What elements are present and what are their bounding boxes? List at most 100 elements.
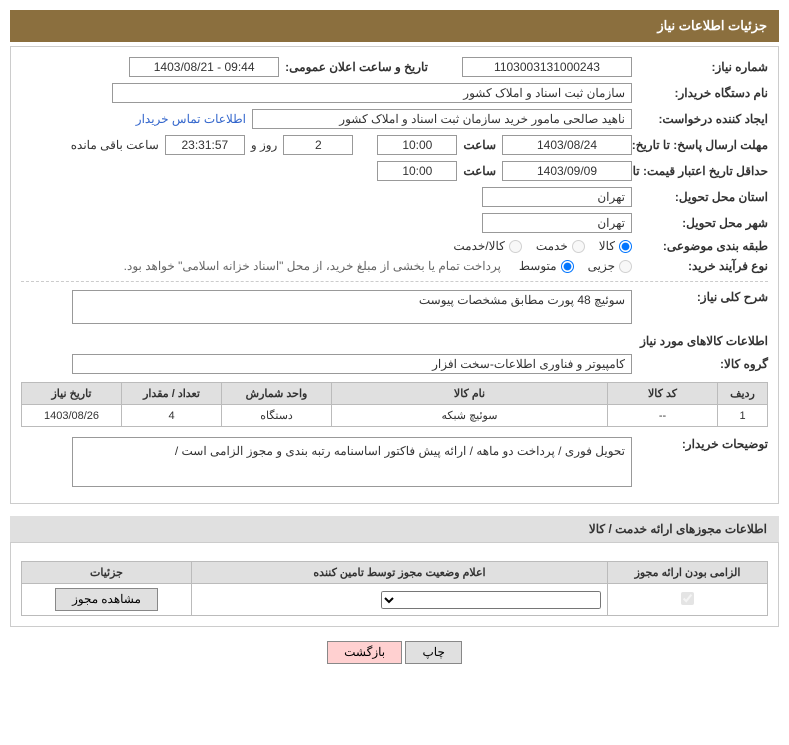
main-panel: شماره نیاز: 1103003131000243 تاریخ و ساع… [10,46,779,504]
th-name: نام کالا [332,383,608,405]
license-table-header: الزامی بودن ارائه مجوز اعلام وضعیت مجوز … [22,562,768,584]
td-unit: دستگاه [222,405,332,427]
value-general-desc: سوئیچ 48 پورت مطابق مشخصات پیوست [72,290,632,324]
th-code: کد کالا [608,383,718,405]
td-name: سوئیچ شبکه [332,405,608,427]
license-section-title: اطلاعات مجوزهای ارائه خدمت / کالا [589,522,767,536]
page-title: جزئیات اطلاعات نیاز [657,18,767,33]
license-table-row: مشاهده مجوز [22,584,768,616]
status-select[interactable] [381,591,601,609]
label-req-number: شماره نیاز: [638,60,768,74]
row-category: طبقه بندی موضوعی: کالا خدمت کالا/خدمت [21,239,768,253]
label-city: شهر محل تحویل: [638,216,768,230]
radio-partial-label: جزیی [588,259,615,273]
td-qty: 4 [122,405,222,427]
goods-info-heading: اطلاعات کالاهای مورد نیاز [21,334,768,348]
row-response-deadline: مهلت ارسال پاسخ: تا تاریخ: 1403/08/24 سا… [21,135,768,155]
value-province: تهران [482,187,632,207]
label-buyer-org: نام دستگاه خریدار: [638,86,768,100]
row-province: استان محل تحویل: تهران [21,187,768,207]
radio-partial[interactable]: جزیی [588,259,632,273]
radio-goods[interactable]: کالا [599,239,632,253]
label-buyer-notes: توضیحات خریدار: [638,437,768,451]
value-response-time: 10:00 [377,135,457,155]
goods-table-row: 1 -- سوئیچ شبکه دستگاه 4 1403/08/26 [22,405,768,427]
td-date: 1403/08/26 [22,405,122,427]
td-row: 1 [718,405,768,427]
label-days-and: روز و [251,138,278,152]
row-req-number: شماره نیاز: 1103003131000243 تاریخ و ساع… [21,57,768,77]
th-qty: تعداد / مقدار [122,383,222,405]
contact-buyer-link[interactable]: اطلاعات تماس خریدار [136,112,246,126]
action-buttons: چاپ بازگشت [10,641,779,664]
license-section-header: اطلاعات مجوزهای ارائه خدمت / کالا [10,516,779,542]
label-time-2: ساعت [463,164,496,178]
td-code: -- [608,405,718,427]
radio-both[interactable]: کالا/خدمت [453,239,521,253]
license-inner: الزامی بودن ارائه مجوز اعلام وضعیت مجوز … [21,561,768,616]
th-status: اعلام وضعیت مجوز توسط تامین کننده [192,562,608,584]
radio-partial-input[interactable] [619,260,632,273]
value-requester: ناهید صالحی مامور خرید سازمان ثبت اسناد … [252,109,632,129]
value-price-time: 10:00 [377,161,457,181]
label-remaining: ساعت باقی مانده [71,138,159,152]
radio-both-label: کالا/خدمت [453,239,504,253]
label-process: نوع فرآیند خرید: [638,259,768,273]
label-price-validity: حداقل تاریخ اعتبار قیمت: تا تاریخ: [638,164,768,178]
process-note: پرداخت تمام یا بخشی از مبلغ خرید، از محل… [124,259,501,273]
row-buyer-org: نام دستگاه خریدار: سازمان ثبت اسناد و ام… [21,83,768,103]
license-table: الزامی بودن ارائه مجوز اعلام وضعیت مجوز … [21,561,768,616]
radio-service-input[interactable] [572,240,585,253]
label-time-1: ساعت [463,138,496,152]
goods-table: ردیف کد کالا نام کالا واحد شمارش تعداد /… [21,382,768,427]
value-days: 2 [283,135,353,155]
value-buyer-org: سازمان ثبت اسناد و املاک کشور [112,83,632,103]
license-panel: الزامی بودن ارائه مجوز اعلام وضعیت مجوز … [10,542,779,627]
value-price-date: 1403/09/09 [502,161,632,181]
radio-goods-input[interactable] [619,240,632,253]
label-goods-group: گروه کالا: [638,357,768,371]
th-row: ردیف [718,383,768,405]
row-goods-group: گروه کالا: کامپیوتر و فناوری اطلاعات-سخت… [21,354,768,374]
row-buyer-notes: توضیحات خریدار: تحویل فوری / پرداخت دو م… [21,437,768,487]
mandatory-checkbox [681,592,694,605]
row-requester: ایجاد کننده درخواست: ناهید صالحی مامور خ… [21,109,768,129]
goods-table-header: ردیف کد کالا نام کالا واحد شمارش تعداد /… [22,383,768,405]
print-button[interactable]: چاپ [405,641,461,664]
value-countdown: 23:31:57 [165,135,245,155]
radio-service-label: خدمت [536,239,568,253]
label-category: طبقه بندی موضوعی: [638,239,768,253]
value-city: تهران [482,213,632,233]
divider-1 [21,281,768,282]
td-mandatory [608,584,768,616]
radio-medium[interactable]: متوسط [519,259,574,273]
value-goods-group: کامپیوتر و فناوری اطلاعات-سخت افزار [72,354,632,374]
view-license-button[interactable]: مشاهده مجوز [55,588,158,611]
row-general-desc: شرح کلی نیاز: سوئیچ 48 پورت مطابق مشخصات… [21,290,768,324]
page-header: جزئیات اطلاعات نیاز [10,10,779,42]
label-province: استان محل تحویل: [638,190,768,204]
td-details: مشاهده مجوز [22,584,192,616]
label-requester: ایجاد کننده درخواست: [638,112,768,126]
radio-medium-label: متوسط [519,259,557,273]
value-buyer-notes: تحویل فوری / پرداخت دو ماهه / ارائه پیش … [72,437,632,487]
th-details: جزئیات [22,562,192,584]
row-process: نوع فرآیند خرید: جزیی متوسط پرداخت تمام … [21,259,768,273]
th-mandatory: الزامی بودن ارائه مجوز [608,562,768,584]
radio-medium-input[interactable] [561,260,574,273]
row-city: شهر محل تحویل: تهران [21,213,768,233]
category-radio-group: کالا خدمت کالا/خدمت [453,239,632,253]
label-response-deadline: مهلت ارسال پاسخ: تا تاریخ: [638,138,768,152]
value-response-date: 1403/08/24 [502,135,632,155]
value-announce-dt: 1403/08/21 - 09:44 [129,57,279,77]
label-announce-dt: تاریخ و ساعت اعلان عمومی: [285,60,428,74]
label-general-desc: شرح کلی نیاز: [638,290,768,304]
th-unit: واحد شمارش [222,383,332,405]
radio-goods-label: کالا [599,239,615,253]
process-radio-group: جزیی متوسط [519,259,632,273]
back-button[interactable]: بازگشت [327,641,402,664]
radio-both-input[interactable] [509,240,522,253]
th-date: تاریخ نیاز [22,383,122,405]
radio-service[interactable]: خدمت [536,239,585,253]
value-req-number: 1103003131000243 [462,57,632,77]
